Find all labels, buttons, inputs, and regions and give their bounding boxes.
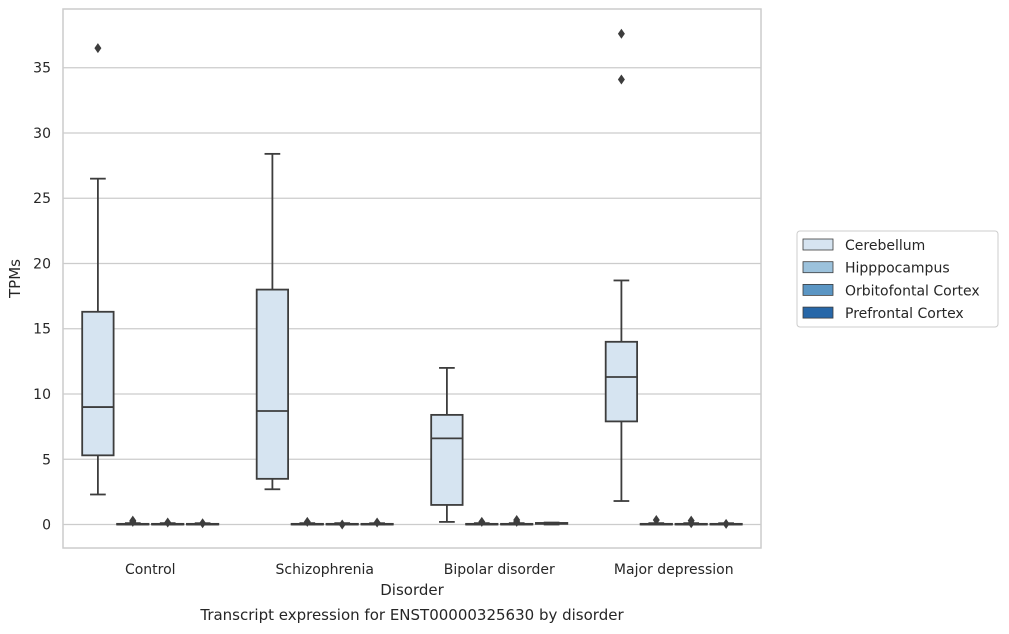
box-plot (255, 152, 290, 491)
x-tick-label: Bipolar disorder (444, 562, 555, 578)
box-body (604, 340, 639, 423)
box-body (430, 413, 464, 506)
outlier-point (94, 43, 102, 54)
x-tick-label: Control (125, 562, 176, 578)
outlier-point (478, 516, 486, 527)
y-tick-label: 10 (33, 387, 51, 403)
box-body (255, 288, 290, 480)
box-plot (709, 518, 743, 529)
outlier-point (617, 28, 625, 39)
x-axis-label: Disorder (380, 581, 444, 599)
box-plot (674, 515, 708, 529)
chart-caption: Transcript expression for ENST0000032563… (200, 606, 624, 624)
y-tick-label: 25 (33, 191, 51, 207)
outlier-point (199, 518, 207, 529)
plot-frame (62, 8, 762, 549)
y-tick-label: 30 (33, 126, 51, 142)
y-tick-label: 0 (42, 518, 51, 534)
legend-label: Prefrontal Cortex (845, 306, 964, 322)
box-plot (290, 516, 324, 527)
box-plot (116, 515, 150, 527)
box-plot (430, 366, 464, 523)
box-plot (360, 517, 394, 528)
outlier-point (373, 517, 381, 528)
box-plot (534, 521, 569, 526)
box-plot (81, 43, 115, 496)
outlier-point (303, 516, 311, 527)
outlier-point (652, 514, 660, 525)
outlier-point (513, 514, 521, 525)
legend-swatch (802, 238, 834, 251)
y-tick-label: 35 (33, 61, 51, 77)
y-tick-label: 20 (33, 256, 51, 272)
legend-frame (796, 230, 999, 328)
outlier-point (164, 517, 172, 528)
y-tick-label: 15 (33, 322, 51, 338)
x-tick-label: Schizophrenia (276, 562, 374, 578)
outlier-point (129, 516, 137, 527)
legend-label: Hipppocampus (845, 261, 950, 277)
y-tick-label: 5 (42, 452, 51, 468)
box-plot (151, 517, 185, 528)
box-body (81, 310, 115, 457)
box-plot (185, 518, 220, 529)
outlier-point (722, 518, 730, 529)
x-tick-label: Major depression (614, 562, 734, 578)
legend-label: Orbitofontal Cortex (845, 283, 980, 299)
box-plot (465, 516, 499, 527)
y-axis-label: TPMs (6, 259, 24, 299)
outlier-point (338, 519, 346, 530)
outlier-point (617, 74, 625, 85)
legend-swatch (802, 306, 834, 319)
outlier-point (687, 518, 695, 529)
legend-swatch (802, 261, 834, 274)
box-plot (325, 519, 359, 530)
legend-swatch (802, 283, 834, 296)
box-plot (500, 514, 534, 527)
legend-label: Cerebellum (845, 238, 925, 254)
box-plot (639, 514, 673, 526)
box-plot (604, 28, 639, 502)
